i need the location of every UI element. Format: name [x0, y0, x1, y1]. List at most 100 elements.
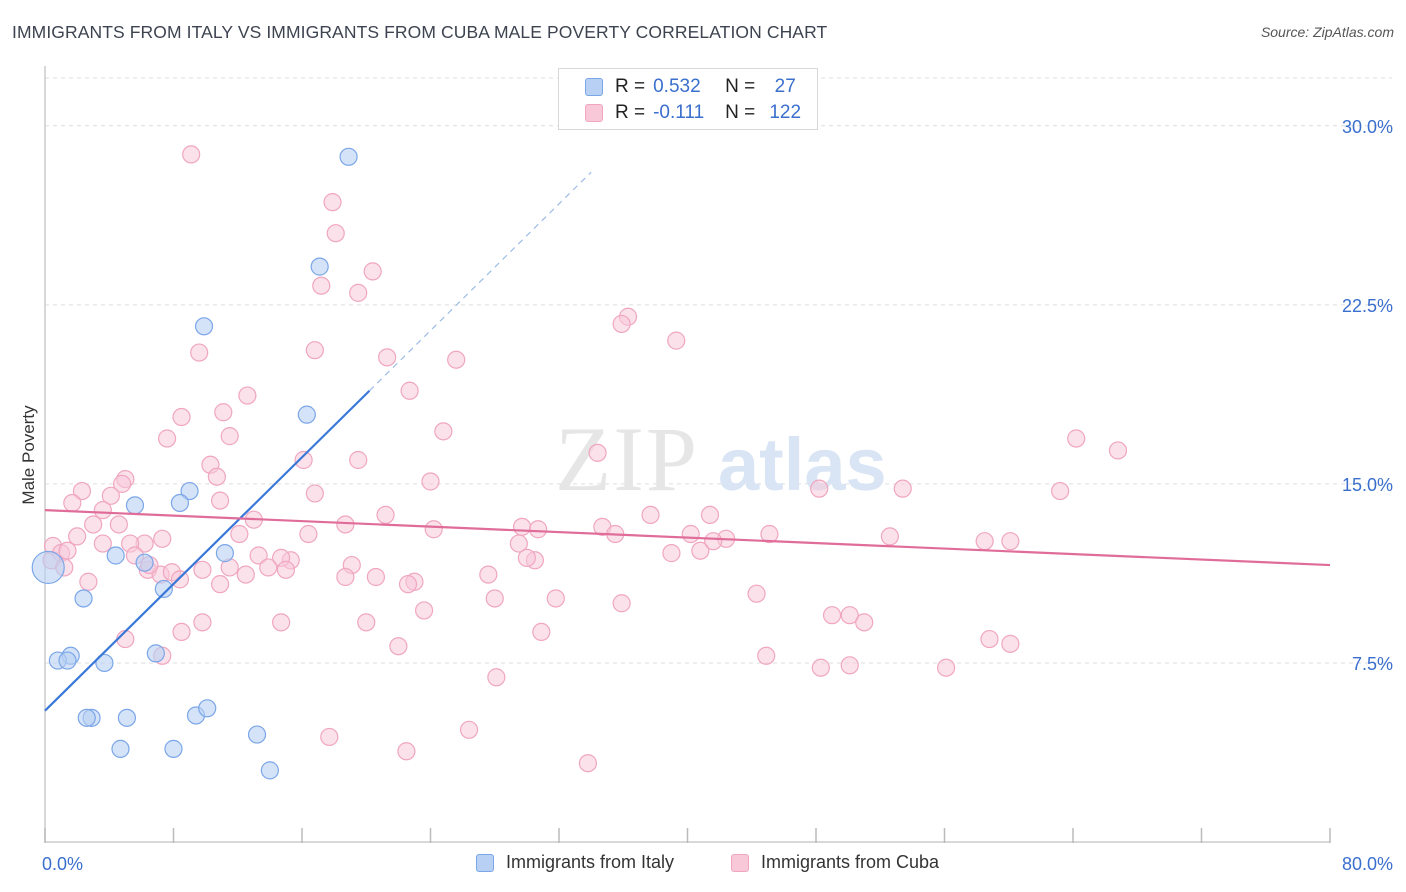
stats-r-label: R = [615, 76, 646, 97]
data-point-italy [164, 739, 183, 758]
data-point-italy [125, 496, 145, 515]
data-point-cuba [700, 505, 720, 525]
data-point-italy [31, 550, 65, 585]
data-point-cuba [93, 501, 112, 520]
data-point-cuba [704, 532, 723, 551]
data-point-cuba [667, 331, 686, 350]
data-point-cuba [210, 575, 230, 594]
data-point-italy [117, 708, 137, 727]
data-point-cuba [485, 589, 504, 608]
series-italy-points [31, 147, 358, 780]
data-point-cuba [207, 467, 226, 486]
stats-r-value: -0.111 [653, 102, 705, 123]
data-point-cuba [236, 565, 255, 584]
data-point-italy [260, 761, 279, 780]
stats-n-value: 122 [769, 102, 802, 123]
data-point-cuba [840, 656, 859, 675]
data-point-cuba [1001, 634, 1020, 653]
legend-swatch-italy [476, 853, 494, 872]
data-point-cuba [397, 742, 416, 761]
data-point-cuba [210, 491, 230, 510]
data-point-cuba [980, 629, 999, 649]
data-point-italy [58, 651, 77, 670]
data-point-cuba [757, 646, 776, 665]
data-point-cuba [1051, 481, 1070, 501]
data-point-cuba [182, 145, 201, 164]
trendlines [44, 171, 1331, 712]
data-point-cuba [641, 505, 660, 525]
y-tick-label: 7.5% [1352, 654, 1393, 674]
data-point-cuba [320, 727, 339, 747]
data-point-italy [77, 708, 96, 727]
data-point-cuba [349, 283, 368, 302]
chart-title: IMMIGRANTS FROM ITALY VS IMMIGRANTS FROM… [12, 22, 828, 42]
data-point-cuba [760, 524, 779, 544]
data-point-cuba [459, 720, 479, 739]
data-point-cuba [312, 276, 331, 295]
data-point-cuba [259, 558, 278, 577]
data-point-cuba [588, 443, 607, 462]
stats-r-label: R = [615, 102, 646, 123]
stats-n-label: N = [725, 102, 756, 123]
legend-item-italy[interactable]: Immigrants from Italy [476, 852, 674, 873]
data-point-cuba [479, 565, 498, 584]
legend-item-cuba[interactable]: Immigrants from Cuba [731, 852, 939, 873]
data-point-cuba [414, 601, 434, 620]
data-point-cuba [116, 629, 135, 649]
data-point-cuba [305, 341, 324, 360]
y-axis-title: Male Poverty [19, 405, 38, 505]
data-point-cuba [323, 193, 342, 212]
axes [44, 66, 1331, 843]
data-point-cuba [424, 520, 443, 539]
data-point-cuba [532, 622, 551, 642]
data-point-cuba [810, 479, 829, 498]
stats-row-cuba: R = -0.111 N = 122 [585, 100, 805, 126]
stats-n-label: N = [725, 76, 756, 97]
watermark-zip: ZIP [555, 408, 699, 510]
data-point-cuba [326, 224, 345, 243]
data-point-cuba [487, 668, 506, 687]
source-label: Source: ZipAtlas.com [1260, 24, 1394, 40]
data-point-cuba [294, 450, 313, 470]
data-point-italy [180, 481, 199, 501]
data-point-cuba [299, 524, 318, 544]
bottom-legend: Immigrants from Italy Immigrants from Cu… [0, 850, 1406, 880]
data-point-cuba [937, 658, 956, 677]
watermark-atlas: atlas [718, 423, 887, 506]
data-point-cuba [357, 613, 376, 632]
data-point-cuba [238, 386, 257, 405]
trendline-italy [44, 389, 371, 712]
data-point-italy [74, 589, 93, 608]
data-point-cuba [747, 584, 766, 603]
x-tick-label: 80.0% [1342, 854, 1393, 874]
stats-legend: R = 0.532 N = 27 R = -0.111 N = 122 [558, 68, 818, 130]
axis-labels: 7.5% 15.0% 22.5% 30.0% 0.0% 80.0% Male Poverty [19, 117, 1393, 874]
data-point-cuba [1067, 429, 1086, 448]
data-point-cuba [349, 450, 368, 470]
data-point-cuba [612, 314, 631, 334]
data-point-cuba [880, 527, 899, 546]
data-point-cuba [400, 381, 419, 400]
data-point-italy [215, 544, 234, 563]
data-point-cuba [363, 262, 382, 281]
data-point-cuba [612, 594, 631, 613]
data-point-cuba [447, 350, 466, 369]
data-point-italy [111, 739, 130, 758]
data-point-cuba [366, 567, 385, 587]
data-point-cuba [840, 606, 859, 625]
data-point-cuba [172, 622, 191, 642]
data-point-cuba [190, 343, 209, 362]
data-point-italy [198, 699, 217, 718]
x-tick-label: 0.0% [42, 854, 83, 874]
data-point-cuba [434, 422, 453, 441]
data-point-italy [146, 644, 165, 663]
data-point-cuba [153, 529, 172, 548]
data-point-cuba [975, 532, 994, 551]
data-point-cuba [272, 613, 291, 632]
data-point-cuba [691, 541, 710, 560]
data-point-italy [170, 493, 190, 513]
legend-label-cuba: Immigrants from Cuba [761, 852, 940, 872]
data-point-italy [310, 257, 329, 276]
data-point-cuba [157, 429, 177, 448]
